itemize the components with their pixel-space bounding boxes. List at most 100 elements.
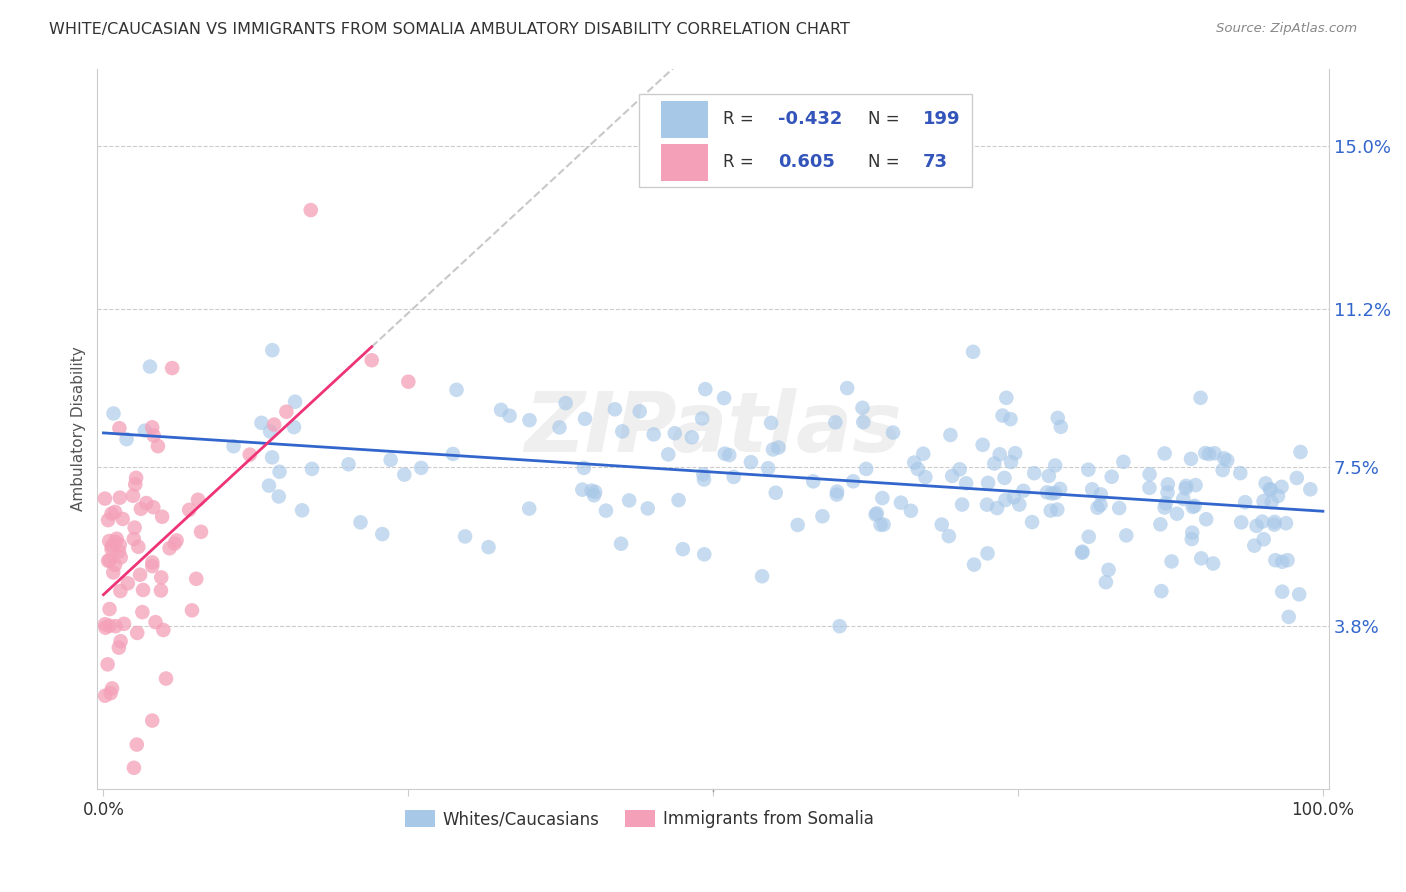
Point — [446, 383, 468, 397]
Point — [1288, 587, 1310, 601]
Point — [837, 381, 859, 395]
Point — [284, 394, 307, 409]
Point — [1077, 463, 1099, 477]
Point — [108, 421, 131, 435]
Point — [141, 714, 163, 728]
Point — [1154, 496, 1177, 510]
Point — [1285, 471, 1308, 485]
Point — [572, 461, 595, 475]
Point — [628, 404, 651, 418]
Point — [872, 517, 894, 532]
Point — [1046, 502, 1069, 516]
Point — [150, 570, 173, 584]
Point — [972, 438, 994, 452]
Point — [1101, 469, 1123, 483]
Point — [1216, 453, 1239, 467]
Point — [222, 439, 245, 453]
Point — [1071, 544, 1094, 558]
Point — [141, 559, 163, 574]
Point — [825, 484, 848, 499]
Point — [912, 447, 935, 461]
Point — [612, 425, 634, 439]
Point — [759, 416, 782, 430]
Point — [986, 501, 1008, 516]
Point — [963, 558, 986, 572]
Point — [1024, 466, 1046, 480]
Point — [262, 343, 284, 358]
Point — [166, 533, 188, 548]
Point — [1180, 451, 1202, 466]
Point — [574, 412, 596, 426]
Point — [1160, 554, 1182, 568]
Point — [1254, 476, 1277, 491]
Point — [139, 359, 162, 374]
Point — [931, 517, 953, 532]
Point — [360, 353, 382, 368]
FancyBboxPatch shape — [661, 144, 709, 181]
Point — [146, 439, 169, 453]
Point — [581, 483, 603, 498]
Point — [695, 382, 717, 396]
Point — [149, 583, 172, 598]
Point — [1112, 455, 1135, 469]
Point — [1000, 455, 1022, 469]
Point — [664, 426, 686, 441]
Point — [1173, 491, 1195, 506]
Point — [122, 761, 145, 775]
Point — [801, 475, 824, 489]
Point — [127, 626, 149, 640]
Point — [517, 501, 540, 516]
Text: Source: ZipAtlas.com: Source: ZipAtlas.com — [1216, 22, 1357, 36]
Point — [869, 517, 891, 532]
Point — [1036, 485, 1059, 500]
Point — [1139, 481, 1161, 495]
Point — [498, 409, 520, 423]
Point — [1002, 490, 1025, 504]
Point — [301, 462, 323, 476]
Point — [103, 407, 125, 421]
Point — [1081, 483, 1104, 497]
Point — [1181, 500, 1204, 514]
Point — [239, 448, 262, 462]
Point — [380, 453, 402, 467]
Point — [1243, 539, 1265, 553]
Point — [855, 462, 877, 476]
Point — [1008, 498, 1031, 512]
Point — [714, 447, 737, 461]
Point — [267, 490, 290, 504]
Point — [950, 498, 973, 512]
Point — [190, 524, 212, 539]
Point — [865, 508, 887, 522]
Point — [1253, 494, 1275, 508]
Point — [1184, 499, 1206, 513]
Point — [1043, 486, 1066, 500]
Point — [914, 470, 936, 484]
Point — [1267, 489, 1289, 503]
Point — [262, 450, 284, 465]
Point — [1246, 519, 1268, 533]
Point — [142, 428, 165, 442]
Point — [104, 558, 127, 572]
Point — [610, 537, 633, 551]
Point — [740, 455, 762, 469]
Point — [263, 417, 285, 432]
Point — [371, 527, 394, 541]
Point — [122, 532, 145, 546]
Point — [101, 681, 124, 696]
Point — [291, 503, 314, 517]
Point — [97, 513, 120, 527]
Point — [1156, 485, 1178, 500]
Point — [938, 529, 960, 543]
Point — [337, 457, 360, 471]
Point — [411, 461, 433, 475]
Point — [993, 471, 1015, 485]
Point — [1271, 584, 1294, 599]
Point — [723, 470, 745, 484]
Point — [1204, 446, 1226, 460]
Point — [977, 475, 1000, 490]
Point — [692, 467, 714, 482]
Point — [1212, 463, 1234, 477]
Point — [1299, 483, 1322, 497]
Point — [637, 501, 659, 516]
Point — [1181, 532, 1204, 546]
